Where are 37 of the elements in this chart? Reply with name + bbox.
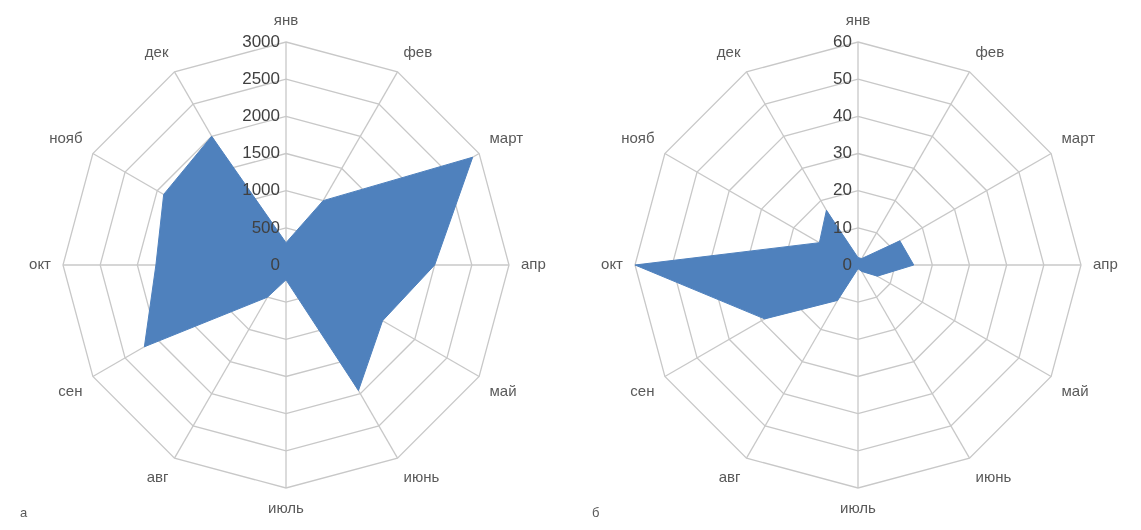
y-tick-label: 0 [842,254,852,274]
y-tick-label: 50 [833,68,852,88]
spoke-label: июль [268,499,305,517]
spoke-label: фев [403,42,433,60]
y-tick-label: 1500 [242,143,280,163]
spoke-label: дек [144,42,169,60]
spoke-label: окт [29,255,52,273]
spoke-label: окт [601,255,624,273]
y-tick-label: 30 [833,143,852,163]
y-tick-label: 40 [833,106,852,126]
spoke-label: фев [975,42,1005,60]
text: б [592,505,600,520]
spoke-label: янв [273,11,299,29]
spoke-label: сен [630,381,655,399]
spoke-label: дек [716,42,741,60]
spoke-label: авг [718,467,742,485]
y-tick-label: 2000 [242,106,280,126]
text: а [20,505,28,520]
y-tick-label: 0 [270,254,280,274]
spoke-label: нояб [49,128,83,146]
y-tick-label: 2500 [242,68,280,88]
y-tick-label: 60 [833,31,852,51]
spoke-label: сен [58,381,83,399]
spoke-label: июль [840,499,877,517]
spoke-label: май [1061,381,1089,399]
y-tick-label: 3000 [242,31,280,51]
y-tick-label: 20 [833,180,852,200]
spoke-label: июнь [403,467,440,485]
spoke-label: янв [845,11,871,29]
spoke-label: апр [1093,255,1118,273]
spoke-label: нояб [621,128,655,146]
spoke-label: май [489,381,517,399]
spoke-label: авг [146,467,170,485]
spoke-label: июнь [975,467,1012,485]
spoke-label: март [1061,128,1096,146]
spoke-label: апр [521,255,546,273]
spoke-label: март [489,128,524,146]
